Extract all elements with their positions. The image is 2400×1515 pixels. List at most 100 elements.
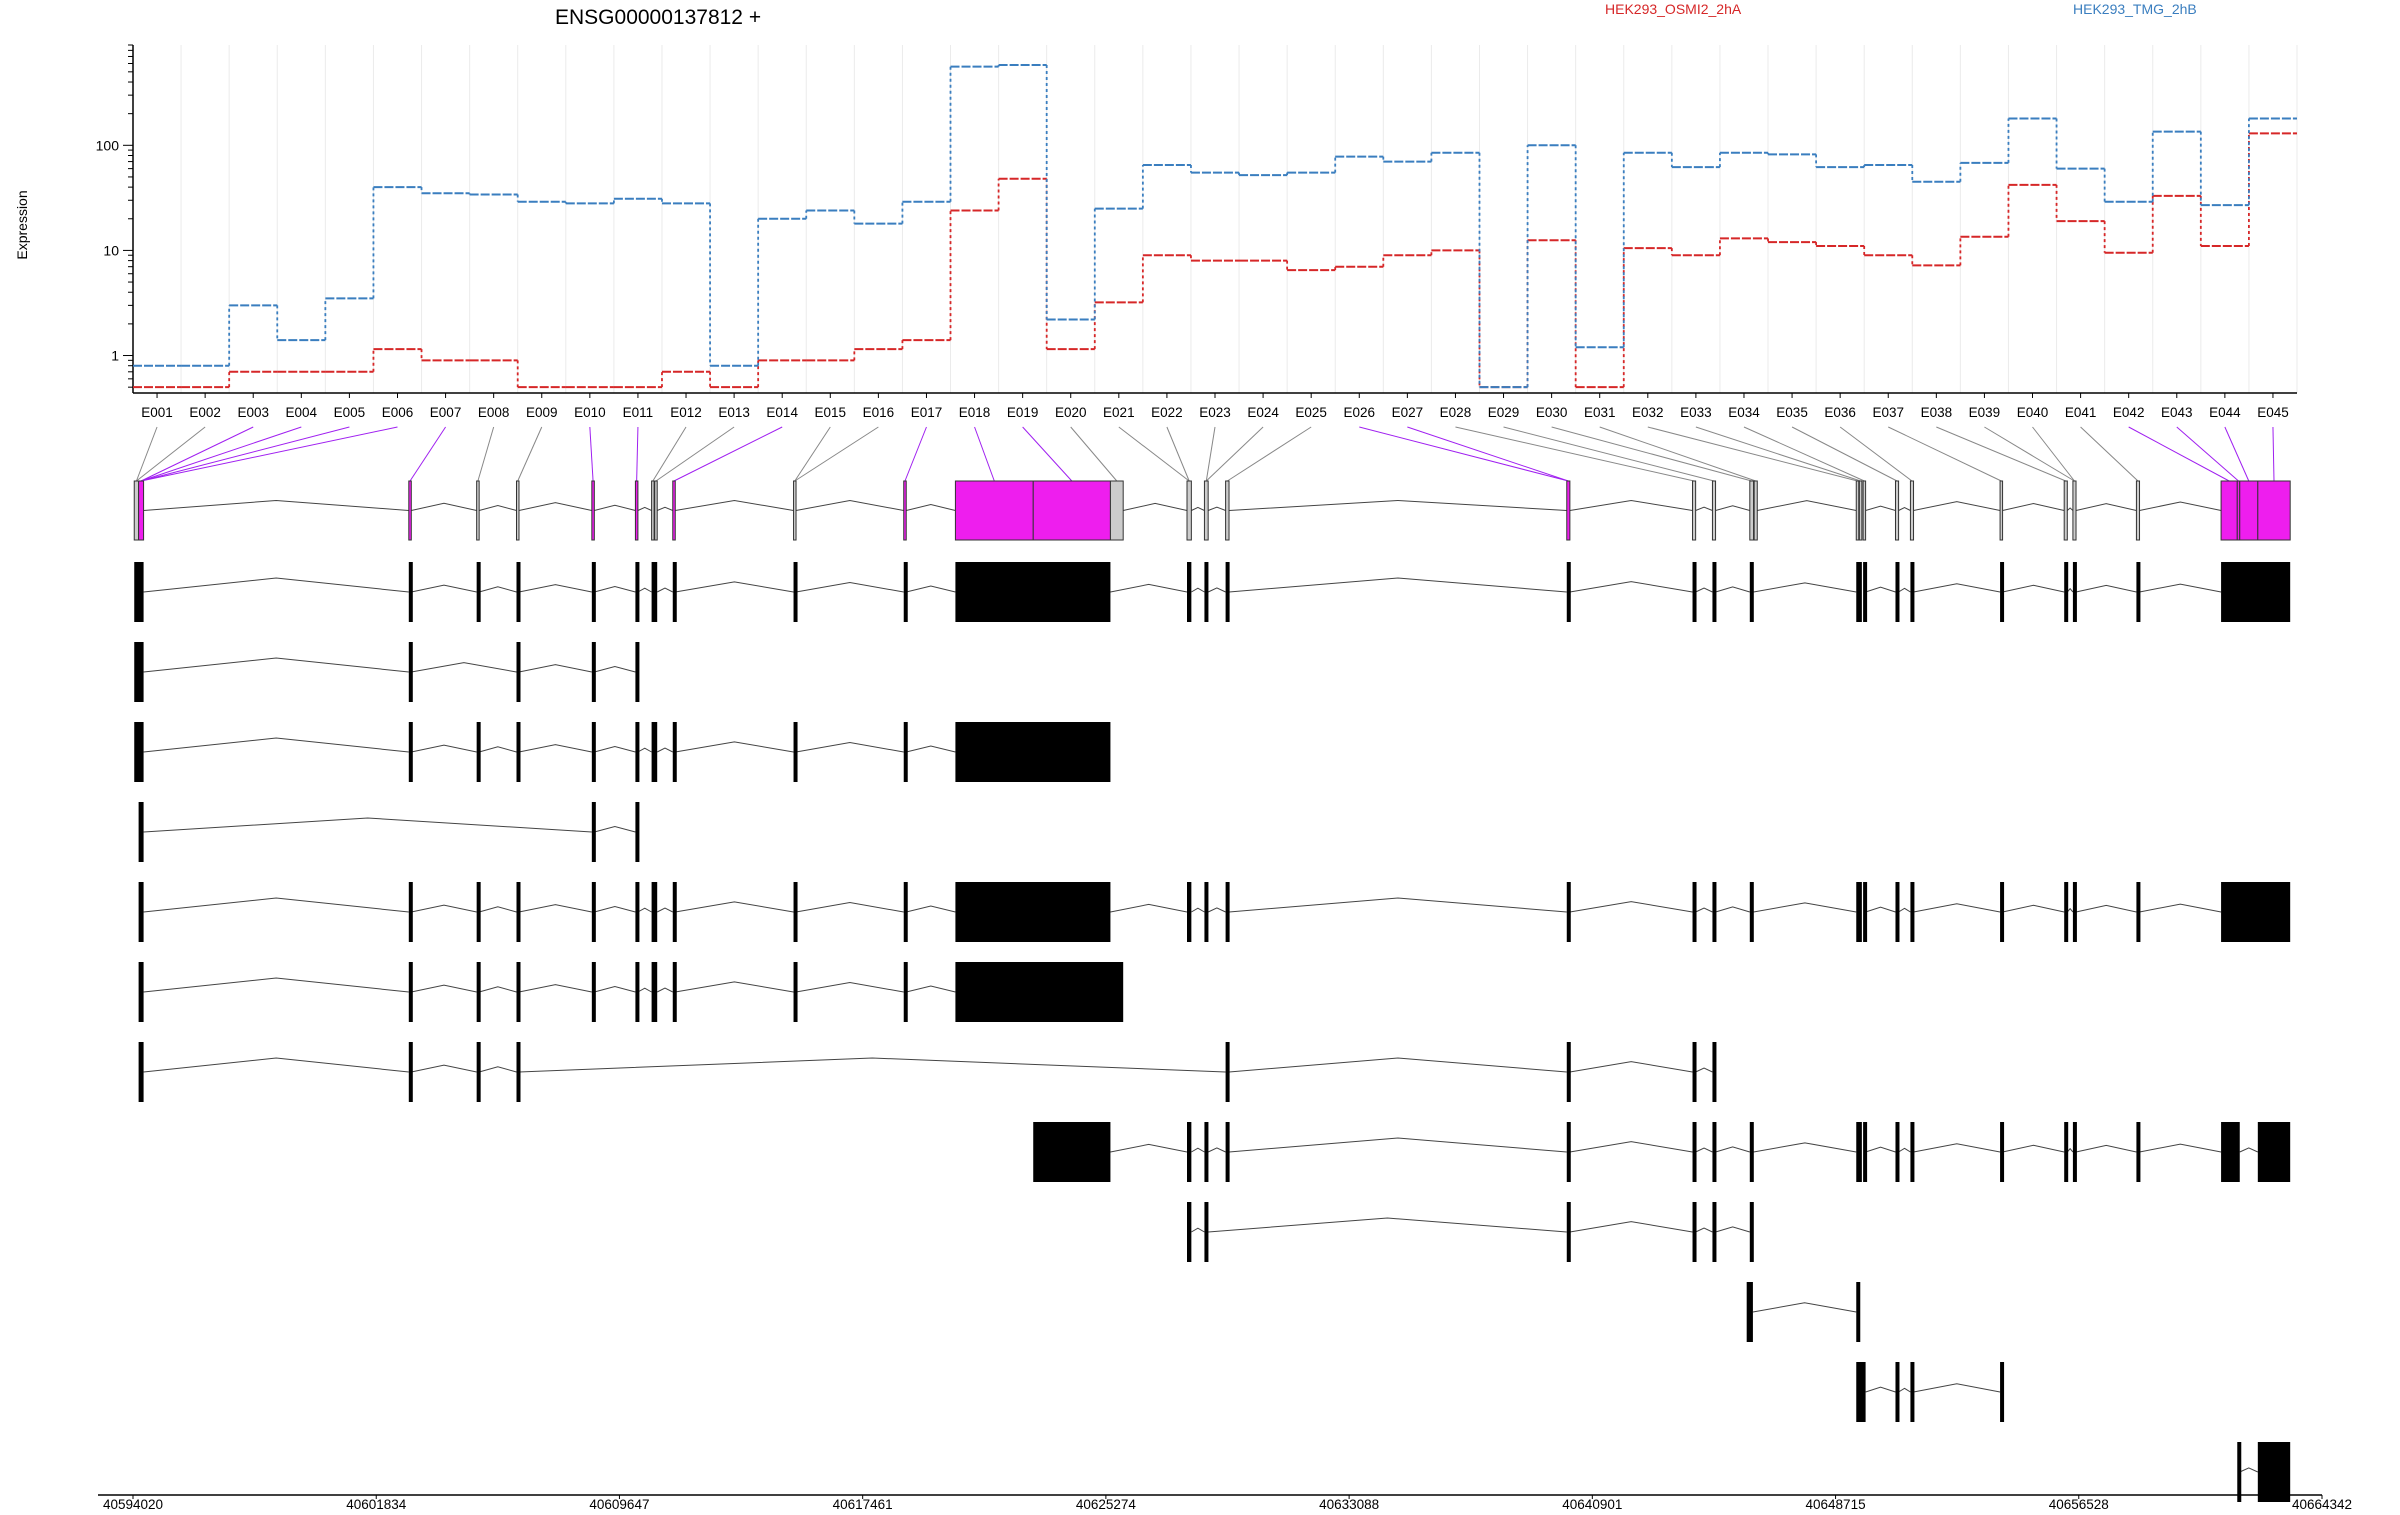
transcript-6-intron: [411, 984, 477, 993]
bin-link-line: [1503, 426, 1715, 482]
transcript-5-exon: [955, 882, 1111, 942]
exon-bin: [515, 480, 520, 541]
exon-bin: [1225, 480, 1230, 541]
transcript-8-exon: [1225, 1122, 1230, 1182]
transcript-5-exon: [1712, 882, 1717, 942]
transcript-1-intron: [411, 584, 477, 593]
transcript-3-intron: [656, 747, 673, 753]
transcript-5-exon: [1895, 882, 1900, 942]
transcript-1-exon: [2000, 562, 2005, 622]
exon-bin: [1909, 480, 1915, 541]
highlighted-exon-bin: [591, 480, 595, 541]
transcript-2-exon: [635, 642, 640, 702]
transcript-1-intron: [2075, 584, 2137, 593]
transcript-8-intron: [1753, 1142, 1857, 1153]
model-intron: [2075, 503, 2137, 511]
transcript-1-exon: [1749, 562, 1754, 622]
transcript-9-exon: [1566, 1202, 1571, 1262]
transcript-5-intron: [1898, 907, 1911, 913]
transcript-3-intron: [479, 746, 517, 753]
bin-link-line: [1227, 426, 1312, 482]
exon-bin: [1999, 480, 2004, 541]
transcript-11-exon: [1895, 1362, 1900, 1422]
transcript-8-exon: [1692, 1122, 1697, 1182]
transcript-8-intron: [1865, 1146, 1896, 1153]
transcript-1-intron: [795, 582, 904, 593]
transcript-5-exon: [635, 882, 640, 942]
bin-link-line: [1455, 426, 1695, 482]
model-intron: [1715, 505, 1750, 511]
model-intron: [2002, 503, 2065, 511]
transcript-6-exon: [476, 962, 481, 1022]
transcript-3-intron: [594, 746, 636, 753]
exon-bin-label: E036: [1824, 405, 1856, 420]
transcript-7-intron: [518, 1057, 1226, 1073]
exon-bin-label: E007: [430, 405, 462, 420]
highlighted-exon-bin: [2239, 480, 2259, 541]
bin-link-line: [140, 426, 350, 482]
model-intron: [1865, 505, 1896, 511]
transcript-1-intron: [1753, 582, 1857, 593]
transcript-8-exon: [1566, 1122, 1571, 1182]
exon-bin: [1186, 480, 1192, 541]
exon-bin-label: E016: [863, 405, 895, 420]
transcript-8-exon: [2000, 1122, 2005, 1182]
transcript-5-intron: [1695, 907, 1713, 913]
transcript-9-exon: [1204, 1202, 1209, 1262]
y-tick-label: 10: [103, 242, 119, 258]
exon-bin: [1862, 480, 1867, 541]
transcript-3-exon: [651, 722, 658, 782]
transcript-7-exon: [138, 1042, 144, 1102]
bin-link-line: [2224, 426, 2250, 482]
transcript-10-intron: [1752, 1302, 1857, 1313]
transcript-6-intron: [675, 981, 794, 993]
genomic-tick-label: 40648715: [1806, 1497, 1866, 1510]
model-intron: [675, 499, 794, 511]
transcript-1-intron: [1228, 577, 1567, 593]
transcript-3-exon: [591, 722, 596, 782]
transcript-8-intron: [1110, 1143, 1188, 1153]
transcript-5-exon: [1749, 882, 1754, 942]
bin-link-line: [1166, 426, 1190, 482]
transcript-2-intron: [518, 664, 592, 673]
bin-link-line: [974, 426, 995, 482]
transcript-8-exon: [2221, 1122, 2240, 1182]
transcript-1-intron: [2066, 587, 2074, 593]
bin-link-line: [904, 426, 927, 482]
transcript-11-intron: [1898, 1387, 1911, 1393]
transcript-8-exon: [1187, 1122, 1192, 1182]
transcript-5-exon: [1692, 882, 1697, 942]
bin-link-line: [1359, 426, 1569, 482]
transcript-5-exon: [903, 882, 908, 942]
transcript-4-intron: [594, 826, 636, 833]
transcript-9-intron: [1715, 1226, 1750, 1233]
bin-link-line: [477, 426, 495, 482]
transcript-1-exon: [2064, 562, 2069, 622]
transcript-5-intron: [1191, 907, 1205, 913]
bin-link-line: [1647, 426, 1858, 482]
exon-bin: [2063, 480, 2068, 541]
exon-bin-label: E014: [766, 405, 798, 420]
transcript-8-exon: [1863, 1122, 1868, 1182]
transcript-8-intron: [1913, 1143, 2001, 1153]
transcript-1-exon: [1566, 562, 1571, 622]
y-axis-label: Expression: [14, 190, 30, 259]
model-intron: [795, 499, 904, 511]
transcript-8-intron: [1569, 1141, 1693, 1153]
model-intron: [1569, 499, 1693, 511]
transcript-8-intron: [2075, 1144, 2137, 1153]
transcript-6-intron: [518, 984, 592, 993]
transcript-7-exon: [408, 1042, 413, 1102]
transcript-8-exon: [1910, 1122, 1915, 1182]
transcript-5-intron: [1228, 897, 1567, 913]
transcript-5-exon: [476, 882, 481, 942]
transcript-1-exon: [408, 562, 413, 622]
transcript-8-exon: [1204, 1122, 1209, 1182]
transcript-3-intron: [411, 744, 477, 753]
transcript-5-intron: [594, 906, 636, 913]
transcript-5-exon: [793, 882, 798, 942]
bin-link-line: [1118, 426, 1190, 482]
model-intron: [1191, 506, 1205, 511]
transcript-7-exon: [1566, 1042, 1571, 1102]
transcript-5-exon: [2221, 882, 2291, 942]
